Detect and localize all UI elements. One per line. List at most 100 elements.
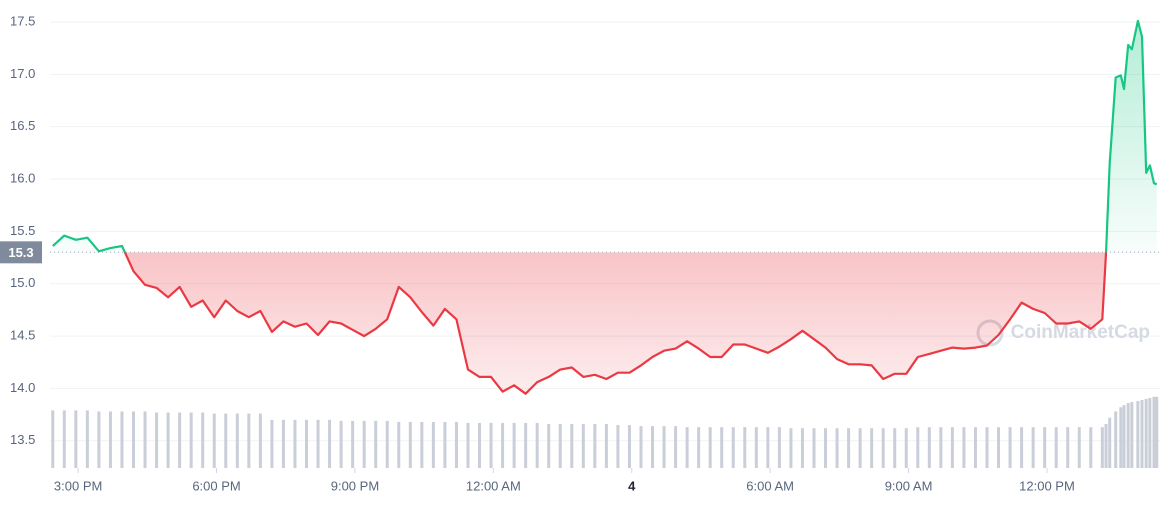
volume-bar bbox=[800, 428, 804, 468]
price-area bbox=[52, 20, 1157, 394]
volume-bar bbox=[1054, 427, 1058, 468]
volume-bar bbox=[305, 419, 309, 468]
volume-bar bbox=[1136, 400, 1140, 468]
volume-bar bbox=[1100, 427, 1104, 468]
volume-bar bbox=[973, 427, 977, 468]
volume-bar bbox=[766, 427, 770, 468]
volume-bar bbox=[1114, 411, 1118, 468]
volume-bar bbox=[385, 420, 389, 468]
x-tick-label: 9:00 PM bbox=[331, 478, 379, 493]
x-tick-label: 12:00 AM bbox=[466, 478, 521, 493]
volume-bar bbox=[1144, 398, 1148, 468]
volume-bar bbox=[501, 422, 505, 468]
volume-bar bbox=[328, 419, 332, 468]
volume-bar bbox=[247, 413, 251, 468]
y-tick-label: 14.0 bbox=[10, 380, 35, 395]
volume-bar bbox=[166, 412, 170, 468]
volume-bar bbox=[789, 428, 793, 468]
volume-bar bbox=[662, 426, 666, 468]
price-line bbox=[52, 19, 1158, 395]
volume-bar bbox=[1077, 427, 1081, 468]
volume-bar bbox=[593, 424, 597, 468]
volume-bar bbox=[189, 412, 193, 468]
volume-bar bbox=[962, 427, 966, 468]
volume-bar bbox=[454, 421, 458, 468]
volume-bar bbox=[997, 427, 1001, 468]
volume-bar bbox=[97, 411, 101, 468]
volume-bar bbox=[362, 420, 366, 468]
volume-bar bbox=[478, 422, 482, 468]
volume-bar bbox=[224, 413, 228, 468]
x-tick-label: 4 bbox=[628, 478, 636, 493]
volume-bar bbox=[235, 413, 239, 468]
volume-bar bbox=[651, 426, 655, 468]
volume-bar bbox=[374, 420, 378, 468]
volume-bar bbox=[132, 411, 136, 468]
volume-bar bbox=[143, 411, 147, 468]
volume-bar bbox=[904, 428, 908, 468]
volume-bar bbox=[397, 421, 401, 468]
x-tick-label: 9:00 AM bbox=[885, 478, 933, 493]
volume-bar bbox=[616, 425, 620, 468]
volume-bar bbox=[1130, 402, 1134, 468]
volume-bar bbox=[85, 410, 89, 468]
volume-bar bbox=[1155, 396, 1159, 468]
volume-bar bbox=[51, 410, 55, 468]
volume-bar bbox=[62, 410, 66, 468]
volume-bar bbox=[270, 419, 274, 468]
volume-bar bbox=[893, 428, 897, 468]
volume-bar bbox=[1008, 427, 1012, 468]
volume-bar bbox=[293, 419, 297, 468]
volume-bar bbox=[627, 425, 631, 468]
volume-bar bbox=[685, 427, 689, 468]
volume-bar bbox=[604, 424, 608, 468]
volume-bar bbox=[985, 427, 989, 468]
y-tick-label: 15.0 bbox=[10, 275, 35, 290]
y-tick-label: 13.5 bbox=[10, 432, 35, 447]
volume-bar bbox=[1140, 399, 1144, 468]
volume-bar bbox=[178, 412, 182, 468]
volume-bar bbox=[731, 427, 735, 468]
y-tick-label: 16.0 bbox=[10, 170, 35, 185]
volume-bar bbox=[547, 424, 551, 468]
volume-bar bbox=[674, 426, 678, 468]
baseline-badge bbox=[0, 241, 42, 264]
volume-bar bbox=[824, 428, 828, 468]
y-tick-label: 14.5 bbox=[10, 328, 35, 343]
volume-bar bbox=[847, 428, 851, 468]
volume-bar bbox=[743, 427, 747, 468]
volume-bar bbox=[1020, 427, 1024, 468]
volume-bar bbox=[1122, 405, 1126, 468]
volume-bar bbox=[570, 424, 574, 468]
volume-bar bbox=[512, 422, 516, 468]
volume-bar bbox=[1031, 427, 1035, 468]
volume-bar bbox=[489, 422, 493, 468]
volume-bar bbox=[697, 427, 701, 468]
volume-bar bbox=[777, 427, 781, 468]
volume-bar bbox=[639, 426, 643, 468]
volume-bar bbox=[1066, 427, 1070, 468]
volume-bar bbox=[581, 424, 585, 468]
volume-bar bbox=[466, 422, 470, 468]
volume-bar bbox=[408, 421, 412, 468]
volume-bar bbox=[316, 419, 320, 468]
volume-bar bbox=[1089, 427, 1093, 468]
y-tick-label: 16.5 bbox=[10, 118, 35, 133]
volume-bar bbox=[201, 412, 205, 468]
y-tick-label: 17.5 bbox=[10, 13, 35, 28]
baseline-label: 15.3 bbox=[8, 245, 33, 260]
volume-bar bbox=[1126, 403, 1130, 468]
volume-bar bbox=[1104, 424, 1108, 468]
volume-bar bbox=[835, 428, 839, 468]
volume-bar bbox=[858, 428, 862, 468]
x-tick-label: 3:00 PM bbox=[54, 478, 102, 493]
volume-bar bbox=[535, 422, 539, 468]
volume-bar bbox=[258, 413, 262, 468]
volume-bar bbox=[950, 427, 954, 468]
volume-bar bbox=[339, 420, 343, 468]
volume-bar bbox=[1152, 396, 1156, 468]
volume-bar bbox=[720, 427, 724, 468]
volume-bar bbox=[431, 421, 435, 468]
